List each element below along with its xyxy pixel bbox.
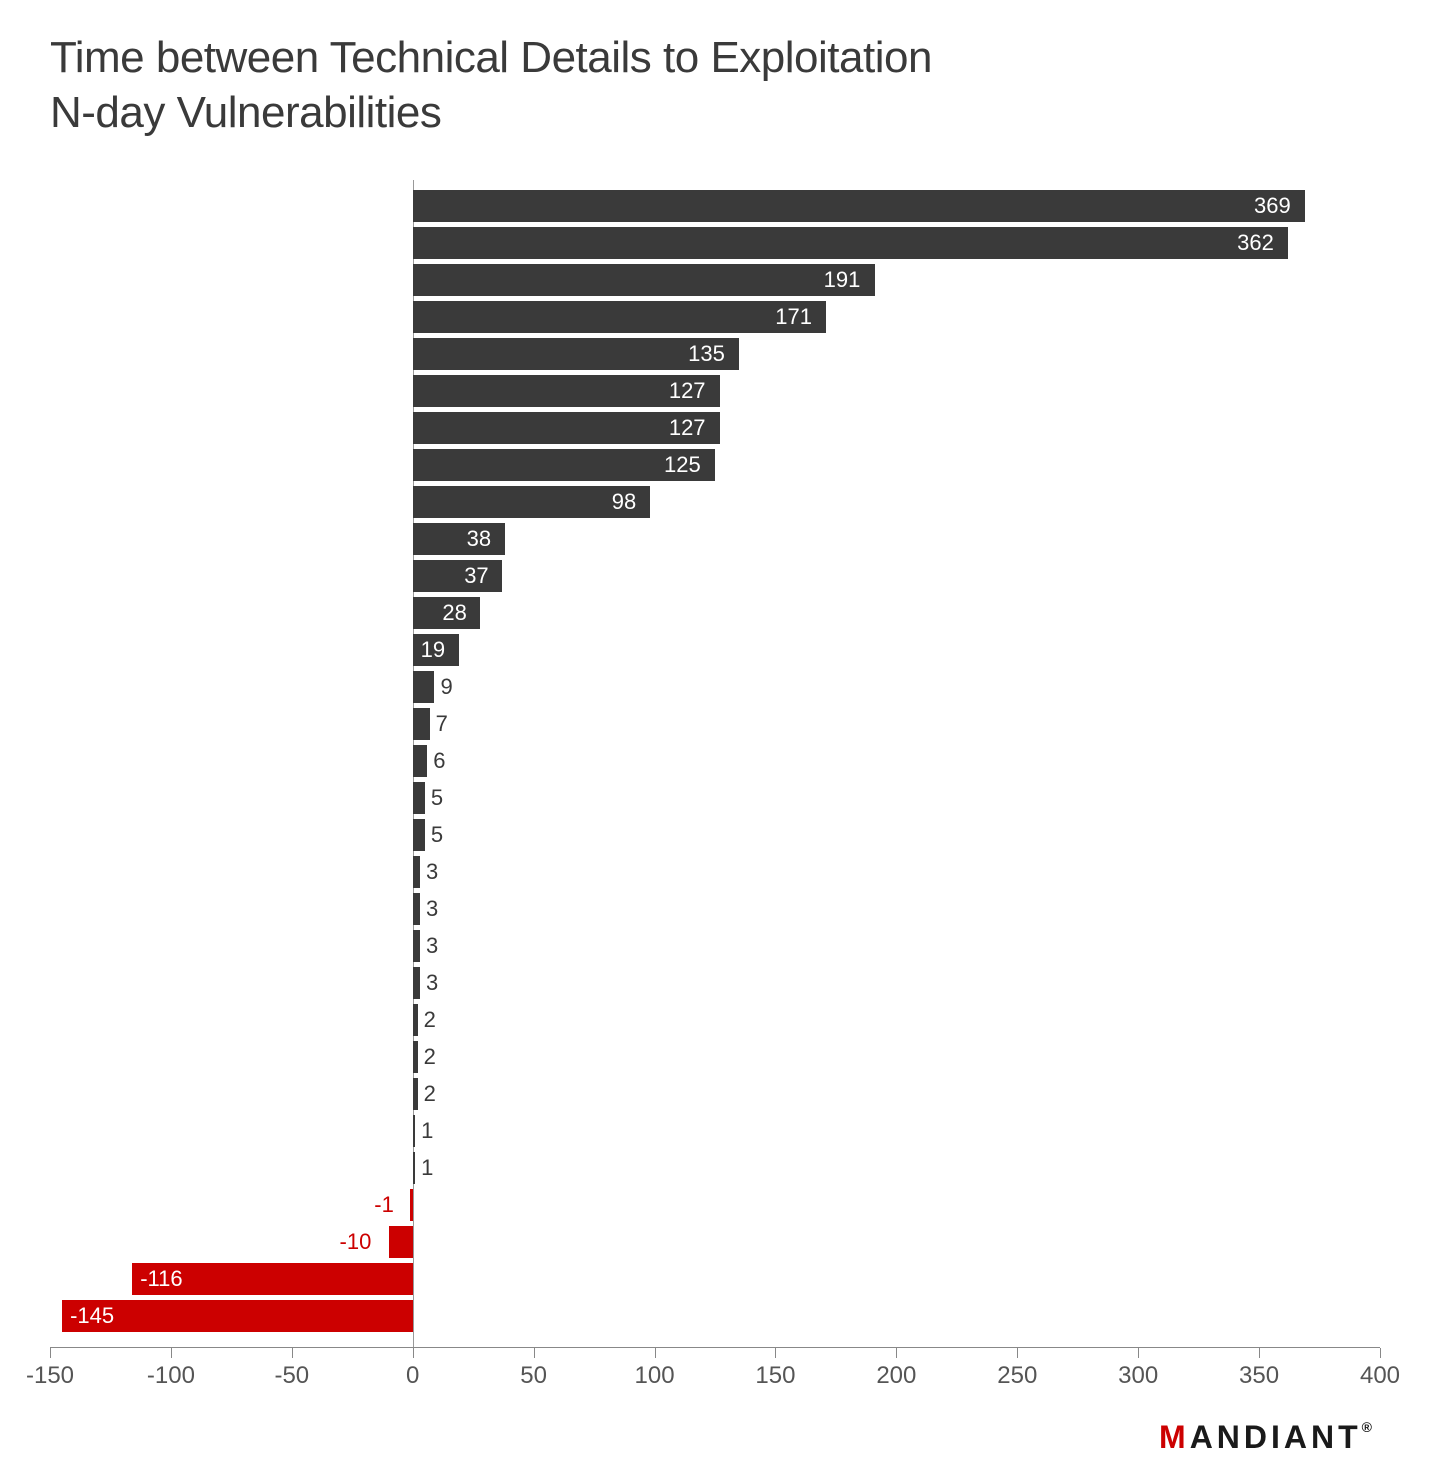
- bar-label: -116: [140, 1263, 182, 1295]
- bar: [410, 1189, 412, 1221]
- bar: [413, 1078, 418, 1110]
- bar-label: 1: [421, 1115, 433, 1147]
- bar-label: 38: [467, 523, 491, 555]
- bar-label: 369: [1254, 190, 1291, 222]
- bar: [413, 1115, 415, 1147]
- bar: [413, 1152, 415, 1184]
- bar-label: 127: [669, 412, 706, 444]
- bar: [413, 967, 420, 999]
- bar: [413, 856, 420, 888]
- x-tick: [775, 1348, 776, 1358]
- bar: [413, 1041, 418, 1073]
- x-tick-label: 300: [1118, 1362, 1158, 1390]
- x-axis: -150-100-50050100150200250300350400: [50, 1347, 1380, 1348]
- bar-label: 2: [424, 1004, 436, 1036]
- bar-label: 6: [433, 745, 445, 777]
- bar-label: 3: [426, 930, 438, 962]
- bar-label: -145: [70, 1300, 114, 1332]
- bar: [413, 1004, 418, 1036]
- bar-label: 3: [426, 856, 438, 888]
- bar-label: 9: [440, 671, 452, 703]
- bar-label: 1: [421, 1152, 433, 1184]
- x-tick: [413, 1348, 414, 1358]
- x-tick: [1259, 1348, 1260, 1358]
- bar-label: -10: [340, 1226, 372, 1258]
- bar: [413, 190, 1305, 222]
- bar: [413, 301, 827, 333]
- bar: [413, 227, 1288, 259]
- x-tick: [1017, 1348, 1018, 1358]
- bar-label: 2: [424, 1041, 436, 1073]
- bar-label: 3: [426, 967, 438, 999]
- bar-label: -1: [374, 1189, 394, 1221]
- bar: [413, 893, 420, 925]
- bar-label: 98: [612, 486, 636, 518]
- x-tick: [534, 1348, 535, 1358]
- x-tick: [655, 1348, 656, 1358]
- bar-label: 5: [431, 782, 443, 814]
- title-line-2: N-day Vulnerabilities: [50, 88, 441, 137]
- title-line-1: Time between Technical Details to Exploi…: [50, 33, 932, 82]
- x-tick-label: 200: [876, 1362, 916, 1390]
- bar-label: 362: [1237, 227, 1274, 259]
- x-tick: [50, 1348, 51, 1358]
- x-tick: [896, 1348, 897, 1358]
- x-tick-label: -150: [26, 1362, 74, 1390]
- bar-label: 135: [688, 338, 725, 370]
- x-tick-label: 400: [1360, 1362, 1400, 1390]
- bar-label: 3: [426, 893, 438, 925]
- bar: [413, 560, 502, 592]
- bar: [413, 930, 420, 962]
- bar: [413, 782, 425, 814]
- x-tick-label: -100: [147, 1362, 195, 1390]
- brand-rest: ANDIANT: [1190, 1419, 1362, 1455]
- brand-registered: ®: [1362, 1419, 1372, 1435]
- x-tick: [292, 1348, 293, 1358]
- bar-label: 37: [464, 560, 488, 592]
- bar-label: 125: [664, 449, 701, 481]
- x-tick: [1380, 1348, 1381, 1358]
- x-tick-label: -50: [274, 1362, 309, 1390]
- bar-label: 191: [824, 264, 861, 296]
- x-tick-label: 350: [1239, 1362, 1279, 1390]
- chart-area: 369 362 191 171 135 127 127 125 98 38 37 28 19 9 7 6 5 5 3…: [50, 180, 1380, 1370]
- bar: [62, 1300, 413, 1332]
- x-tick-label: 150: [755, 1362, 795, 1390]
- bar-label: 19: [421, 634, 445, 666]
- chart-title: Time between Technical Details to Exploi…: [50, 30, 1380, 140]
- bar: [389, 1226, 413, 1258]
- brand-logo: MANDIANT®: [1159, 1419, 1372, 1456]
- x-tick-label: 100: [635, 1362, 675, 1390]
- bar-label: 7: [436, 708, 448, 740]
- bar: [413, 264, 875, 296]
- x-tick-label: 0: [406, 1362, 419, 1390]
- brand-accent-letter: M: [1159, 1419, 1190, 1455]
- bar: [413, 708, 430, 740]
- bar-label: 28: [442, 597, 466, 629]
- bar: [413, 819, 425, 851]
- plot-region: 369 362 191 171 135 127 127 125 98 38 37 28 19 9 7 6 5 5 3…: [50, 180, 1380, 1347]
- bar-label: 127: [669, 375, 706, 407]
- bar-label: 2: [424, 1078, 436, 1110]
- bar: [413, 671, 435, 703]
- x-tick: [1138, 1348, 1139, 1358]
- x-tick: [171, 1348, 172, 1358]
- bar: [413, 745, 428, 777]
- bar-label: 5: [431, 819, 443, 851]
- bar-label: 171: [775, 301, 812, 333]
- x-tick-label: 50: [520, 1362, 547, 1390]
- x-tick-label: 250: [997, 1362, 1037, 1390]
